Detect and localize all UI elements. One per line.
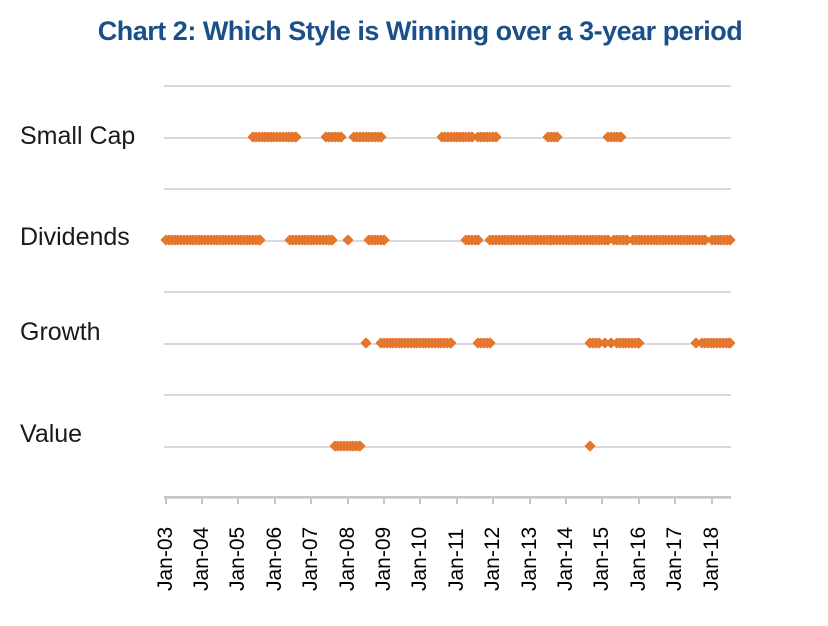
x-tick	[564, 497, 567, 504]
marker-diamond	[341, 234, 354, 246]
x-tick	[273, 497, 276, 504]
x-tick-label: Jan-16	[626, 526, 650, 591]
x-tick	[492, 497, 495, 504]
x-tick-label: Jan-05	[226, 526, 250, 591]
x-tick	[455, 497, 458, 504]
x-tick-label: Jan-17	[663, 526, 687, 591]
x-tick	[528, 497, 531, 504]
gridline	[164, 188, 731, 190]
gridline	[164, 239, 731, 242]
gridline	[164, 85, 731, 87]
y-category-label: Value	[20, 420, 83, 448]
gridline	[164, 497, 731, 499]
y-category-label: Small Cap	[20, 122, 136, 150]
x-tick-label: Jan-13	[517, 526, 541, 591]
x-tick	[237, 497, 240, 504]
x-tick-label: Jan-15	[590, 526, 614, 591]
x-tick	[310, 497, 313, 504]
x-axis-line	[164, 496, 731, 498]
x-tick-label: Jan-09	[371, 526, 395, 591]
marker-diamond	[584, 440, 596, 452]
x-tick	[419, 497, 422, 504]
x-tick-label: Jan-03	[153, 526, 177, 591]
x-tick	[200, 497, 203, 504]
x-tick	[164, 497, 167, 504]
x-tick-label: Jan-18	[699, 526, 723, 591]
gridline	[164, 445, 731, 448]
x-tick	[382, 497, 385, 504]
chart-title: Chart 2: Which Style is Winning over a 3…	[97, 16, 743, 46]
x-tick-label: Jan-11	[444, 528, 468, 591]
x-tick-label: Jan-06	[262, 526, 286, 591]
x-tick-label: Jan-12	[481, 526, 505, 591]
x-tick	[674, 497, 677, 504]
x-tick-label: Jan-10	[408, 526, 432, 591]
x-tick-label: Jan-07	[299, 526, 323, 591]
y-category-label: Dividends	[20, 223, 130, 251]
x-tick	[637, 497, 640, 504]
y-category-label: Growth	[20, 318, 101, 346]
x-tick	[601, 497, 604, 504]
marker-diamond	[360, 337, 372, 349]
x-tick-label: Jan-04	[189, 526, 213, 591]
x-tick-label: Jan-14	[553, 526, 577, 591]
gridline	[164, 291, 731, 293]
x-tick	[346, 497, 349, 504]
gridline	[164, 394, 731, 396]
x-tick	[710, 497, 713, 504]
x-tick-label: Jan-08	[335, 526, 359, 591]
